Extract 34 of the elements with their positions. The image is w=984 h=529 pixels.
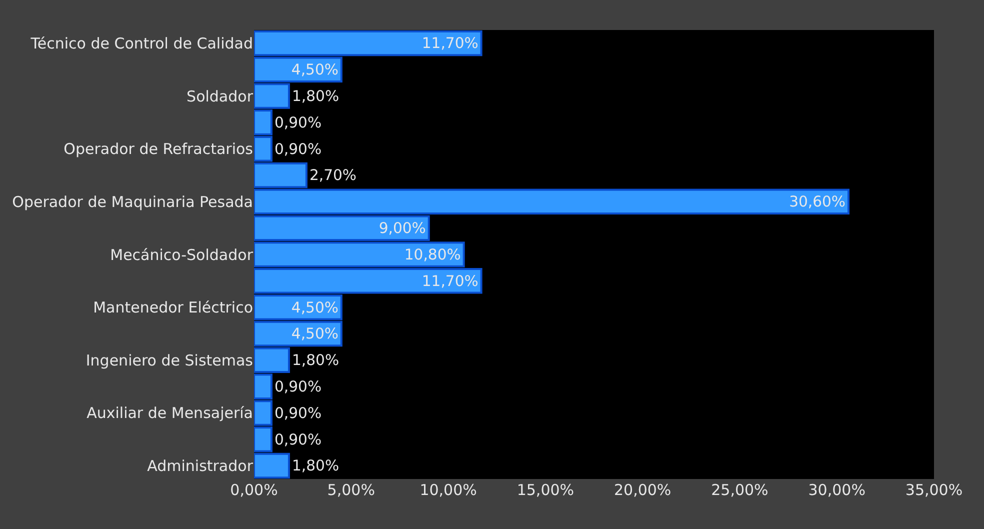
y-tick-label: Técnico de Control de Calidad	[30, 34, 253, 52]
x-tick-label: 25,00%	[711, 481, 768, 499]
data-label: 1,80%	[292, 352, 339, 370]
data-label: 10,80%	[404, 246, 461, 264]
data-label: 1,80%	[292, 88, 339, 105]
x-tick-label: 15,00%	[516, 481, 574, 499]
x-tick-label: 20,00%	[614, 481, 672, 499]
y-tick-label: Mantenedor Eléctrico	[93, 298, 253, 317]
data-label: 0,90%	[274, 404, 322, 422]
data-label: 0,90%	[274, 431, 322, 448]
data-label: 0,90%	[274, 140, 322, 158]
data-label: 4,50%	[291, 326, 338, 343]
data-label: 0,90%	[274, 378, 322, 396]
data-label: 11,70%	[422, 35, 478, 52]
y-tick-label: Auxiliar de Mensajería	[86, 404, 253, 422]
x-tick-label: 10,00%	[420, 481, 477, 499]
y-tick-label: Mecánico-Soldador	[110, 246, 254, 264]
data-label: 4,50%	[291, 299, 338, 316]
data-label: 11,70%	[422, 272, 478, 290]
x-tick-label: 0,00%	[230, 481, 278, 499]
data-label: 2,70%	[309, 167, 356, 184]
data-label: 4,50%	[291, 62, 338, 79]
y-tick-label: Administrador	[147, 457, 254, 476]
y-tick-label: Ingeniero de Sistemas	[86, 351, 254, 370]
data-label: 9,00%	[378, 220, 426, 238]
x-tick-label: 35,00%	[905, 481, 963, 499]
data-label: 0,90%	[274, 114, 322, 132]
y-tick-label: Operador de Refractarios	[64, 140, 254, 158]
y-tick-label: Soldador	[186, 87, 254, 106]
data-label: 1,80%	[292, 458, 339, 475]
data-label: 30,60%	[789, 194, 846, 211]
x-tick-label: 30,00%	[808, 481, 866, 499]
x-tick-label: 5,00%	[327, 481, 375, 499]
y-tick-label: Operador de Maquinaria Pesada	[12, 192, 253, 211]
